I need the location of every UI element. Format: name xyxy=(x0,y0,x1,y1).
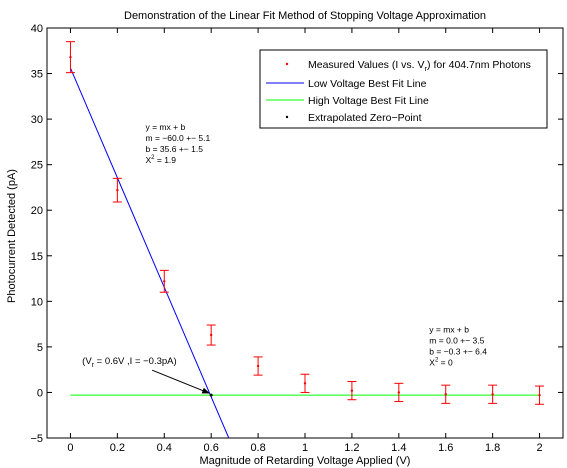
y-tick-label: 5 xyxy=(37,342,43,354)
zero-point-arrow xyxy=(151,369,211,394)
x-tick-label: 0.2 xyxy=(110,442,125,454)
y-tick-label: 10 xyxy=(31,296,43,308)
legend-symbol-zero-point xyxy=(285,115,289,119)
legend-label-low-fit: Low Voltage Best Fit Line xyxy=(308,78,427,90)
data-point xyxy=(256,364,260,368)
high-fit-annotation: y = mx + b m = 0.0 +− 3.5 b = −0.3 +− 6.… xyxy=(429,324,487,367)
y-tick-label: 35 xyxy=(31,69,43,81)
annotations: y = mx + b m = −60.0 +− 5.1 b = 35.6 +− … xyxy=(82,122,487,394)
legend-label-zero-point: Extrapolated Zero−Point xyxy=(308,112,422,124)
chart-title: Demonstration of the Linear Fit Method o… xyxy=(124,10,486,22)
zero-point-marker xyxy=(209,393,213,397)
high-fit-equation: y = mx + b xyxy=(429,324,469,334)
low-fit-equation: y = mx + b xyxy=(146,122,186,132)
low-fit-annotation: y = mx + b m = −60.0 +− 5.1 b = 35.6 +− … xyxy=(146,122,211,165)
x-tick-label: 0 xyxy=(67,442,73,454)
legend-item-measured: Measured Values (I vs. Vr) for 404.7nm P… xyxy=(285,59,531,73)
legend: Measured Values (I vs. Vr) for 404.7nm P… xyxy=(259,49,548,129)
low-fit-intercept: b = 35.6 +− 1.5 xyxy=(146,144,204,154)
legend-symbol-measured xyxy=(285,62,289,66)
data-point xyxy=(491,393,494,396)
x-tick-label: 0.6 xyxy=(204,442,219,454)
data-point xyxy=(397,391,401,394)
axis-ticks: 0 0.2 0.4 0.6 0.8 1 1.2 1.4 1.6 1.8 2 −5 0 5 10 15 20 25 3… xyxy=(30,23,563,454)
series-layer xyxy=(65,41,545,438)
data-point xyxy=(209,333,213,337)
y-tick-label: 25 xyxy=(31,160,43,172)
legend-item-low-fit: Low Voltage Best Fit Line xyxy=(266,78,427,90)
y-tick-label: 30 xyxy=(31,114,43,126)
legend-item-high-fit: High Voltage Best Fit Line xyxy=(266,95,429,107)
x-tick-label: 1.8 xyxy=(485,442,500,454)
legend-item-zero-point: Extrapolated Zero−Point xyxy=(285,112,422,124)
zero-point-label: (Vr = 0.6V ,I = −0.3pA) xyxy=(82,356,177,369)
x-tick-label: 1.6 xyxy=(438,442,453,454)
y-tick-label: 0 xyxy=(37,387,43,399)
high-fit-chi-squared: X2 = 0 xyxy=(429,357,453,367)
y-axis-label: Photocurrent Detected (pA) xyxy=(6,169,18,303)
x-tick-label: 0.4 xyxy=(157,442,172,454)
zero-point-annotation: (Vr = 0.6V ,I = −0.3pA) xyxy=(82,356,211,394)
legend-box xyxy=(259,49,548,129)
x-tick-label: 0.8 xyxy=(250,442,265,454)
y-tick-label: −5 xyxy=(30,433,43,445)
data-point xyxy=(116,188,119,192)
high-fit-intercept: b = −0.3 +− 6.4 xyxy=(429,346,487,356)
low-fit-chi-squared: X2 = 1.9 xyxy=(146,155,177,165)
data-point xyxy=(303,382,307,385)
x-tick-label: 1 xyxy=(302,442,308,454)
data-point xyxy=(444,393,447,396)
legend-label-high-fit: High Voltage Best Fit Line xyxy=(308,95,429,107)
data-point xyxy=(69,55,72,59)
x-tick-label: 1.2 xyxy=(344,442,359,454)
low-fit-slope: m = −60.0 +− 5.1 xyxy=(146,133,211,143)
data-point xyxy=(350,389,354,392)
x-tick-label: 2 xyxy=(536,442,542,454)
legend-label-measured: Measured Values (I vs. Vr) for 404.7nm P… xyxy=(308,59,531,73)
y-tick-label: 20 xyxy=(31,205,43,217)
data-point xyxy=(163,280,166,283)
data-point xyxy=(538,393,541,397)
high-fit-slope: m = 0.0 +− 3.5 xyxy=(429,335,484,345)
x-axis-label: Magnitude of Retarding Voltage Applied (… xyxy=(200,455,411,467)
y-tick-label: 15 xyxy=(31,251,43,263)
x-tick-label: 1.4 xyxy=(391,442,406,454)
y-tick-label: 40 xyxy=(31,23,43,35)
fit-line xyxy=(69,67,230,438)
